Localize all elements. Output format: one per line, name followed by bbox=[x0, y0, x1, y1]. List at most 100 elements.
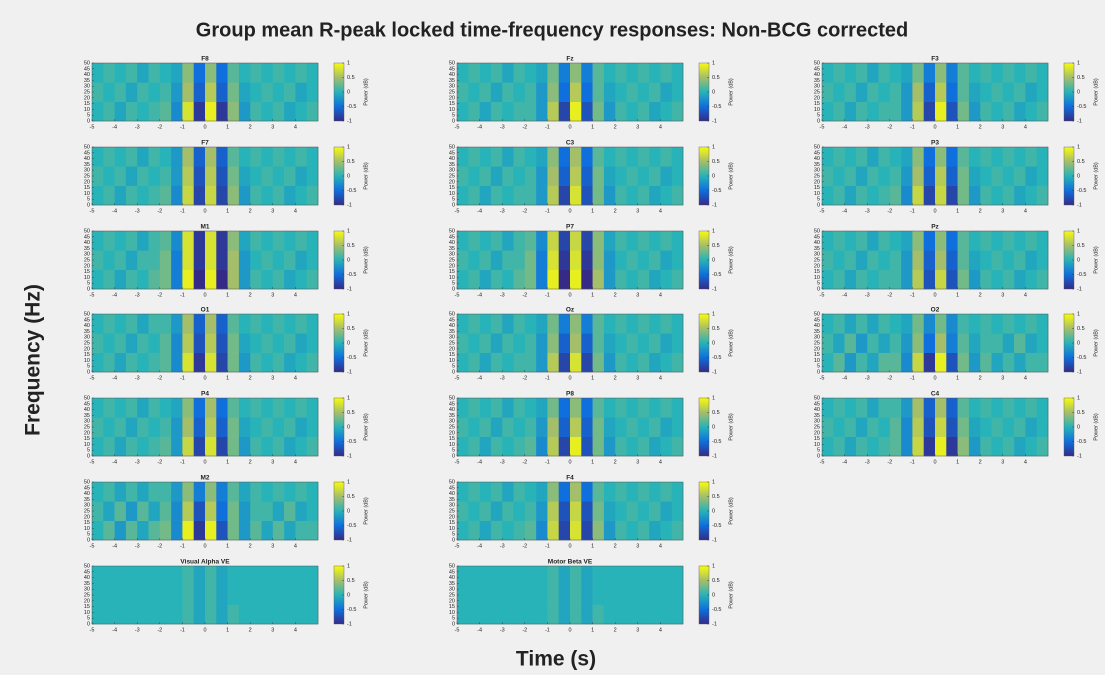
colorbar-tick-label: 0.5 bbox=[347, 159, 355, 165]
heatmap-cell bbox=[536, 63, 548, 83]
heatmap-cell bbox=[261, 417, 274, 437]
heatmap-cell bbox=[1002, 398, 1015, 418]
colorbar-tick-label: -1 bbox=[712, 118, 717, 124]
heatmap-cell bbox=[513, 166, 526, 186]
heatmap-cell bbox=[137, 63, 149, 83]
heatmap-cell bbox=[182, 101, 194, 122]
colorbar-tick-label: 1 bbox=[1077, 395, 1080, 401]
heatmap-cell bbox=[524, 501, 537, 521]
colorbar-label: Power (dB) bbox=[1093, 162, 1099, 190]
heatmap-cell bbox=[592, 185, 605, 206]
heatmap-cell bbox=[284, 604, 296, 625]
heatmap-cell bbox=[615, 520, 627, 541]
heatmap-cell bbox=[306, 352, 319, 373]
heatmap-cell bbox=[457, 352, 469, 373]
y-tick-label: 45 bbox=[449, 401, 455, 407]
heatmap-cell bbox=[603, 314, 616, 334]
x-tick-label: -2 bbox=[522, 124, 527, 130]
x-tick-label: 4 bbox=[659, 627, 662, 633]
heatmap-cell bbox=[1036, 250, 1049, 270]
y-tick-label: 40 bbox=[84, 323, 90, 329]
heatmap-cell bbox=[547, 482, 559, 502]
y-tick-label: 30 bbox=[449, 587, 455, 593]
colorbar-tick-label: 0 bbox=[1077, 340, 1080, 346]
y-tick-label: 25 bbox=[449, 592, 455, 598]
heatmap-cell bbox=[457, 482, 469, 502]
heatmap-cell bbox=[946, 436, 958, 457]
heatmap-cell bbox=[901, 417, 913, 437]
x-tick-label: -4 bbox=[477, 375, 482, 381]
heatmap-cell bbox=[991, 185, 1004, 206]
heatmap-cell bbox=[844, 417, 857, 437]
heatmap-cell bbox=[227, 436, 240, 457]
heatmap-cell bbox=[558, 63, 571, 83]
heatmap-cell bbox=[92, 352, 104, 373]
heatmap-cell bbox=[968, 147, 981, 167]
heatmap-cell bbox=[502, 269, 514, 290]
heatmap-cell bbox=[205, 250, 217, 270]
heatmap-cell bbox=[193, 147, 206, 167]
x-tick-label: 0 bbox=[203, 292, 206, 298]
y-tick-label: 10 bbox=[84, 358, 90, 364]
heatmap-cell bbox=[261, 231, 274, 251]
heatmap-cell bbox=[295, 352, 307, 373]
colorbar-tick-label: -1 bbox=[712, 202, 717, 208]
y-tick-label: 40 bbox=[814, 240, 820, 246]
heatmap-cell bbox=[581, 269, 593, 290]
colorbar-label: Power (dB) bbox=[363, 246, 369, 274]
heatmap-cell bbox=[867, 185, 879, 206]
heatmap-cell bbox=[867, 314, 879, 334]
heatmap-cell bbox=[227, 417, 240, 437]
heatmap-cell bbox=[558, 585, 571, 605]
heatmap-cell bbox=[671, 185, 684, 206]
x-tick-label: -4 bbox=[112, 375, 117, 381]
heatmap-cell bbox=[457, 604, 469, 625]
y-tick-label: 10 bbox=[449, 107, 455, 113]
heatmap-cell bbox=[637, 147, 650, 167]
heatmap-cell bbox=[272, 101, 285, 122]
heatmap-cell bbox=[935, 101, 947, 122]
x-tick-label: 2 bbox=[614, 375, 617, 381]
heatmap-cell bbox=[159, 250, 172, 270]
heatmap-cell bbox=[980, 352, 992, 373]
heatmap-cell bbox=[502, 250, 514, 270]
heatmap-cell bbox=[227, 520, 240, 541]
x-tick-label: 1 bbox=[226, 208, 229, 214]
heatmap-cell bbox=[603, 185, 616, 206]
heatmap-cell bbox=[513, 436, 526, 457]
panel-title: P3 bbox=[931, 140, 939, 147]
y-tick-label: 50 bbox=[84, 479, 90, 485]
heatmap-cell bbox=[457, 250, 469, 270]
y-tick-label: 10 bbox=[449, 442, 455, 448]
heatmap-cell bbox=[216, 604, 228, 625]
heatmap-cell bbox=[1014, 82, 1026, 102]
x-tick-label: 2 bbox=[614, 627, 617, 633]
y-tick-label: 20 bbox=[84, 95, 90, 101]
heatmap-cell bbox=[502, 482, 514, 502]
heatmap-cell bbox=[844, 82, 857, 102]
heatmap-cell bbox=[558, 314, 571, 334]
y-tick-label: 5 bbox=[452, 281, 455, 287]
heatmap-cell bbox=[855, 417, 868, 437]
heatmap-cell bbox=[547, 604, 559, 625]
y-tick-label: 5 bbox=[452, 532, 455, 538]
heatmap-cell bbox=[272, 82, 285, 102]
heatmap-cell bbox=[114, 185, 127, 206]
y-tick-label: 20 bbox=[84, 598, 90, 604]
y-tick-label: 35 bbox=[814, 329, 820, 335]
y-tick-label: 0 bbox=[452, 369, 455, 375]
y-tick-label: 45 bbox=[84, 234, 90, 240]
colorbar-tick-label: 0 bbox=[712, 424, 715, 430]
y-tick-label: 25 bbox=[814, 340, 820, 346]
heatmap-cell bbox=[581, 604, 593, 625]
y-tick-label: 5 bbox=[87, 364, 90, 370]
x-tick-label: 0 bbox=[203, 124, 206, 130]
heatmap-cell bbox=[1014, 417, 1026, 437]
heatmap-cell bbox=[227, 82, 240, 102]
heatmap-cell bbox=[570, 314, 582, 334]
heatmap-cell bbox=[968, 231, 981, 251]
colorbar-tick-label: -1 bbox=[347, 202, 352, 208]
heatmap-cell bbox=[250, 231, 262, 251]
heatmap-cell bbox=[637, 482, 650, 502]
y-tick-label: 5 bbox=[87, 197, 90, 203]
